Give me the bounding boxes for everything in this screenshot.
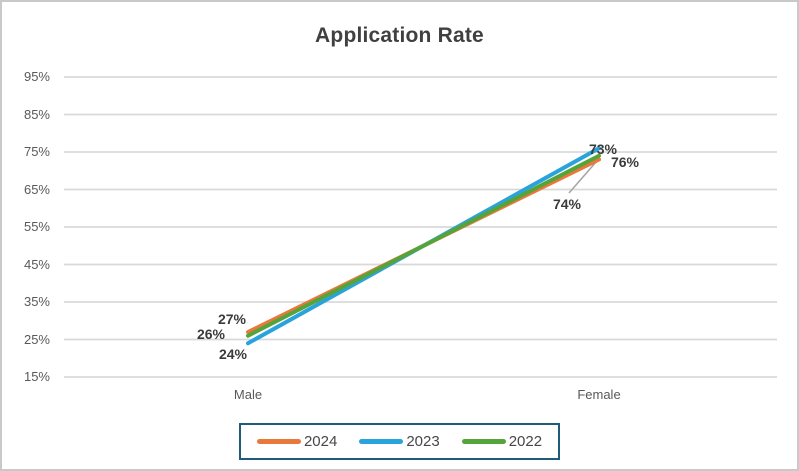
data-label-2024-female: 73%	[588, 140, 618, 157]
legend-swatch-2022	[461, 439, 506, 444]
legend-label-2024: 2024	[303, 433, 338, 450]
legend-label-2022: 2022	[508, 433, 543, 450]
y-tick-label: 55%	[23, 219, 50, 234]
y-tick-label: 15%	[23, 369, 50, 384]
y-tick-label: 25%	[23, 331, 50, 347]
category-label-female: Female	[577, 387, 621, 402]
y-tick-label: 65%	[23, 181, 50, 197]
data-label-2023-male: 24%	[218, 346, 248, 363]
chart-title: Application Rate	[315, 24, 484, 47]
legend: 2024 2023 2022	[2, 423, 797, 460]
legend-item-2023: 2023	[359, 433, 440, 450]
legend-swatch-2023	[359, 439, 404, 444]
legend-box: 2024 2023 2022	[238, 423, 561, 460]
series-line-2022	[246, 153, 601, 338]
y-tick-label: 85%	[23, 106, 50, 122]
y-tick-label: 45%	[23, 256, 50, 272]
legend-item-2024: 2024	[256, 433, 338, 450]
data-label-2023-female: 76%	[610, 154, 640, 171]
y-tick-label: 35%	[23, 294, 50, 309]
data-label-2024-male: 27%	[217, 311, 247, 327]
y-tick-label: 75%	[23, 144, 50, 159]
category-label-male: Male	[233, 387, 263, 402]
legend-item-2022: 2022	[461, 433, 543, 450]
legend-label-2023: 2023	[406, 433, 440, 450]
data-label-2022-female: 74%	[552, 195, 582, 212]
y-tick-label: 95%	[23, 69, 50, 84]
legend-swatch-2024	[256, 439, 301, 444]
leader-line-74	[568, 159, 599, 194]
data-label-2022-male: 26%	[196, 325, 226, 342]
